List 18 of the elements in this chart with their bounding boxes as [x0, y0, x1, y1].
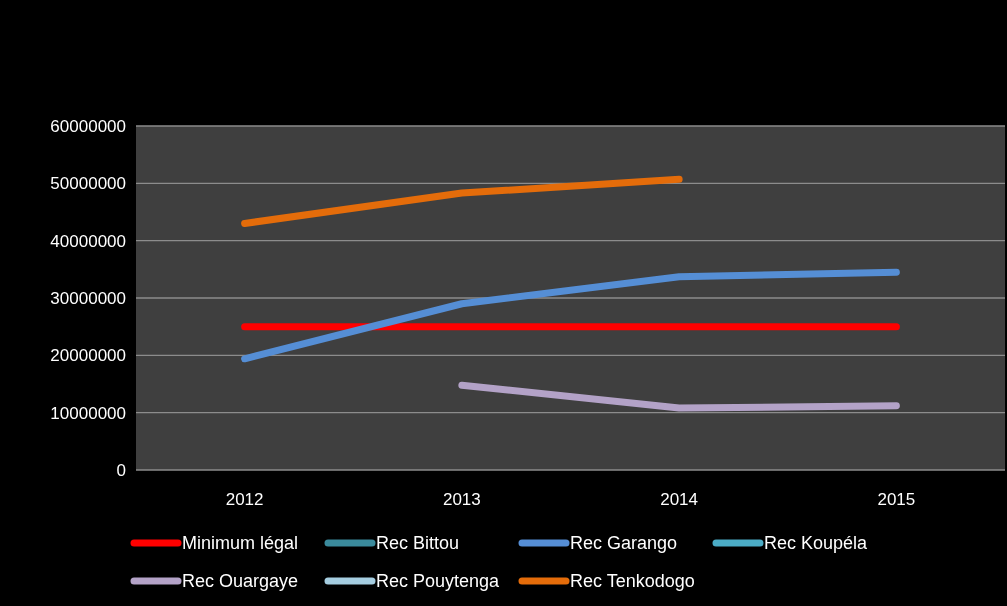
- legend-label: Minimum légal: [182, 533, 299, 554]
- legend-label: Rec Bittou: [376, 533, 460, 554]
- x-tick-label: 2012: [225, 490, 264, 509]
- legend-label: Rec Tenkodogo: [570, 571, 695, 592]
- legend-label: Rec Ouargaye: [182, 571, 299, 592]
- y-tick-label: 30000000: [50, 288, 126, 308]
- x-tick-label: 2014: [660, 490, 699, 509]
- legend-label: Rec Koupéla: [764, 533, 869, 554]
- y-tick-label: 40000000: [50, 231, 126, 251]
- x-tick-label: 2013: [442, 490, 481, 509]
- y-tick-label: 10000000: [50, 403, 126, 423]
- y-tick-label: 50000000: [50, 174, 126, 194]
- legend-label: Rec Pouytenga: [376, 571, 501, 592]
- y-tick-label: 0: [116, 460, 126, 480]
- y-tick-label: 20000000: [50, 346, 126, 366]
- y-tick-label: 60000000: [50, 116, 126, 136]
- x-tick-label: 2015: [877, 490, 916, 509]
- legend-label: Rec Garango: [570, 533, 678, 554]
